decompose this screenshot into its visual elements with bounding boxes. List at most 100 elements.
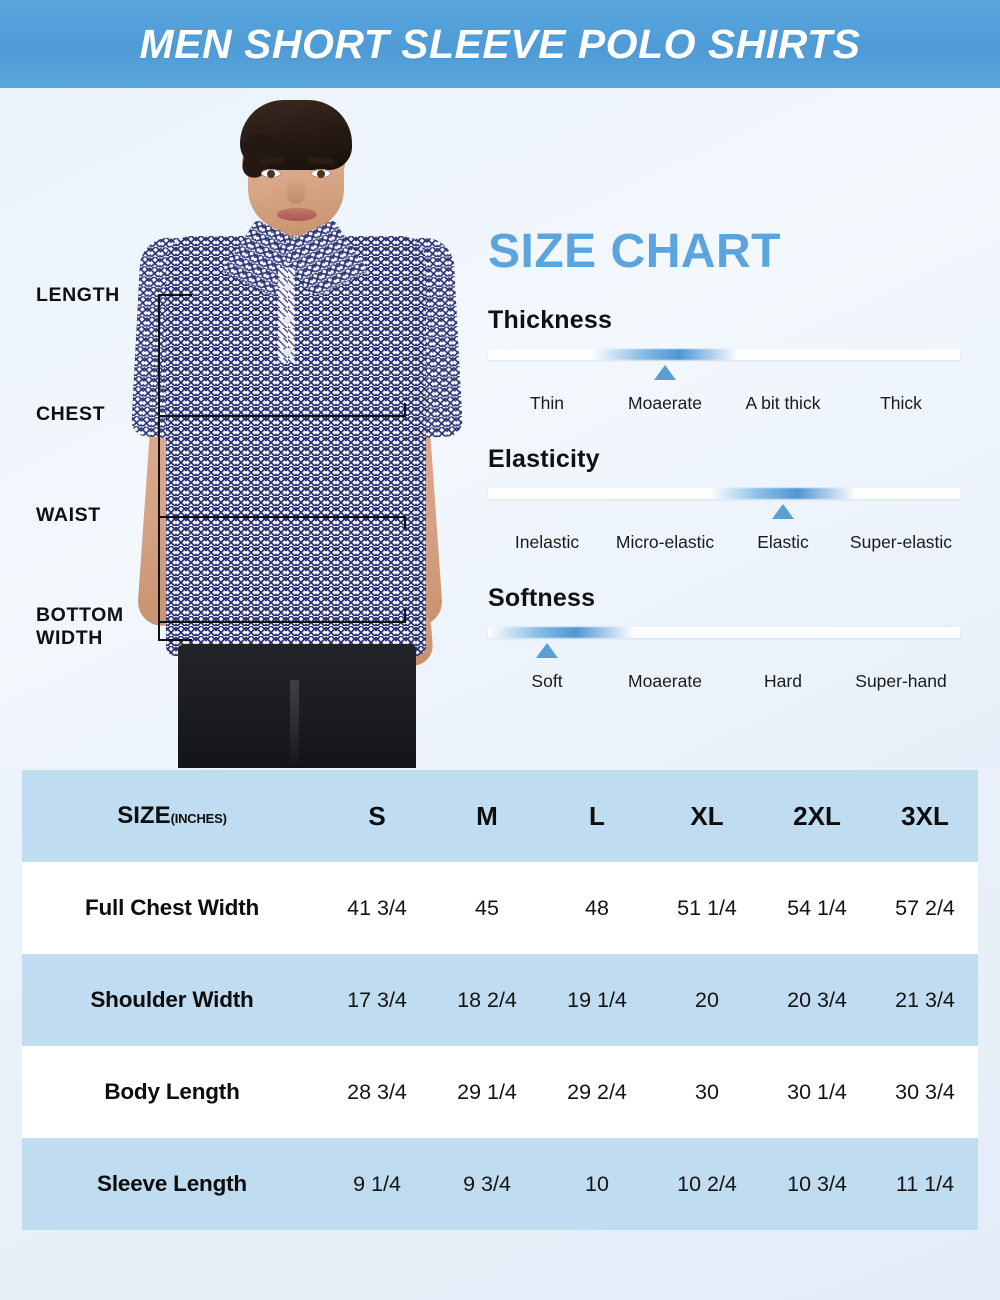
table-cell: 29 1/4 [457,1079,517,1104]
table-row-label: Sleeve Length [97,1171,247,1196]
table-cell: 51 1/4 [677,895,737,920]
length-tick-top [158,294,192,296]
polo-button-top [284,284,291,291]
length-tick-bottom [158,639,192,641]
softness-scale-bar [488,627,960,658]
softness-scale-labels: Soft Moaerate Hard Super-hand [488,671,960,697]
thickness-scale-bar [488,349,960,380]
scale-option-softness-3: Super-hand [855,671,947,691]
polo-shirt-body [166,236,426,656]
polo-placket [278,268,295,363]
table-row-label: Body Length [104,1079,240,1104]
model-eye-left [261,169,281,178]
softness-bar-track [488,627,960,638]
table-size-header-2xl: 2XL [793,800,841,831]
table-cell: 17 3/4 [347,987,407,1012]
size-chart-panel: SIZE CHART Thickness Thin Moaerate A bit t… [488,224,980,697]
table-header-row: SIZE(INCHES) S M L XL 2XL 3XL [22,770,978,862]
polo-button-bottom [284,348,291,355]
scale-option-elasticity-1: Micro-elastic [615,532,715,552]
model-mouth [277,208,317,221]
scale-option-softness-1: Moaerate [628,671,702,691]
banner-title: MEN SHORT SLEEVE POLO SHIRTS [139,20,861,67]
property-elasticity: Elasticity Inelastic Micro-elastic Elastic… [488,445,980,558]
table-cell: 10 2/4 [677,1171,737,1196]
table-size-header-s: S [368,800,386,831]
table-row: Body Length 28 3/4 29 1/4 29 2/4 30 30 1/4 30 … [22,1046,978,1138]
elasticity-marker-icon [772,504,794,519]
table-cell: 18 2/4 [457,987,517,1012]
model-photo [120,88,470,768]
table-cell: 29 2/4 [567,1079,627,1104]
table-cell: 11 1/4 [895,1171,955,1196]
table-row: Shoulder Width 17 3/4 18 2/4 19 1/4 20 20 3/4… [22,954,978,1046]
measurement-label-bottom-width: BOTTOM WIDTH [36,604,124,649]
table-cell: 20 3/4 [787,987,847,1012]
measurement-label-chest: CHEST [36,403,106,425]
scale-option-softness-0: Soft [531,671,563,691]
scale-option-elasticity-0: Inelastic [514,532,580,552]
table-cell: 57 2/4 [895,895,955,920]
table-row: Full Chest Width 41 3/4 45 48 51 1/4 54 1/4 57… [22,862,978,954]
model-hair [240,100,352,170]
scale-option-elasticity-3: Super-elastic [849,532,953,552]
chest-guide-line [158,415,406,417]
bottom-width-tick [404,609,406,622]
hero-stage: LENGTH CHEST WAIST BOTTOM WIDTH SIZE CHA… [0,88,1000,768]
softness-bar-fill [488,627,635,638]
table-row-label: Full Chest Width [84,895,260,920]
thickness-marker-icon [654,365,676,380]
measurement-label-waist: WAIST [36,504,101,526]
table-cell: 30 [695,1079,719,1104]
model-pants [178,644,416,768]
size-table: SIZE(INCHES) S M L XL 2XL 3XL Full Chest Width 4… [22,770,978,1230]
table-cell: 21 3/4 [895,987,955,1012]
scale-option-thickness-1: Moaerate [628,393,702,413]
table-corner-cell: SIZE(INCHES) [22,770,322,862]
table-cell: 30 1/4 [787,1079,847,1104]
scale-option-thickness-2: A bit thick [745,393,821,413]
table-cell: 20 [695,987,719,1012]
chest-tick [404,403,406,416]
table-cell: 41 3/4 [347,895,407,920]
elasticity-scale-labels: Inelastic Micro-elastic Elastic Super-elast… [488,532,960,558]
table-corner-unit: (INCHES) [170,811,227,826]
scale-option-thickness-0: Thin [529,393,565,413]
waist-tick [404,516,406,529]
page-title: SIZE CHART [488,225,781,278]
waist-guide-line [158,516,406,518]
table-cell: 28 3/4 [347,1079,407,1104]
property-name-softness: Softness [488,584,596,612]
table-row: Sleeve Length 9 1/4 9 3/4 10 10 2/4 10 3/4 11 … [22,1138,978,1230]
header-banner: MEN SHORT SLEEVE POLO SHIRTS [0,0,1000,88]
table-cell: 19 1/4 [567,987,627,1012]
table-size-header-xl: XL [690,800,724,831]
table-cell: 9 3/4 [463,1171,511,1196]
measurement-label-length: LENGTH [36,284,120,306]
scale-option-softness-2: Hard [764,671,802,691]
property-name-elasticity: Elasticity [488,445,600,473]
bottom-width-guide-line [158,621,406,623]
softness-marker-icon [536,643,558,658]
elasticity-bar-fill [709,488,857,499]
property-thickness: Thickness Thin Moaerate A bit thick Thick [488,306,980,419]
length-guide-line [158,295,160,640]
elasticity-scale-bar [488,488,960,519]
table-row-label: Shoulder Width [90,987,254,1012]
scale-option-thickness-3: Thick [880,393,922,413]
table-size-header-m: M [476,800,498,831]
table-cell: 54 1/4 [787,895,847,920]
table-cell: 45 [475,895,499,920]
table-cell: 9 1/4 [353,1171,401,1196]
model-eye-right [311,169,331,178]
table-cell: 10 [585,1171,609,1196]
table-cell: 48 [585,895,609,920]
property-softness: Softness Soft Moaerate Hard Super-hand [488,584,980,697]
scale-option-elasticity-2: Elastic [757,532,809,552]
table-cell: 30 3/4 [895,1079,955,1104]
table-size-header-3xl: 3XL [901,800,949,831]
thickness-bar-fill [591,349,739,360]
polo-button-middle [284,316,291,323]
property-name-thickness: Thickness [488,306,613,334]
table-corner-label: SIZE [117,802,171,829]
